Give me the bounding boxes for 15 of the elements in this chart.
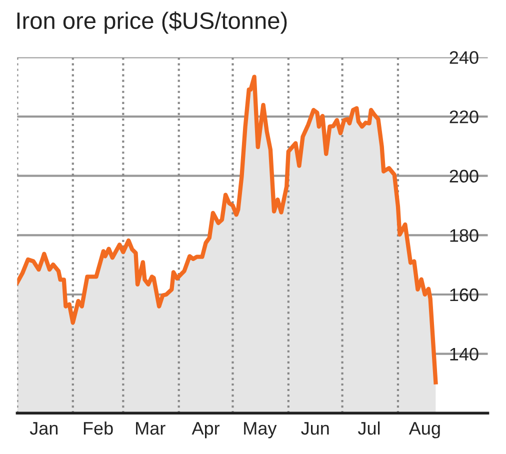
y-tick-label: 200 <box>450 170 478 183</box>
y-tick-label: 180 <box>450 229 478 242</box>
x-tick-label: Apr <box>192 422 220 438</box>
y-tick-label: 140 <box>450 348 478 361</box>
x-tick-label: Mar <box>136 422 166 435</box>
x-tick-label: May <box>244 422 277 438</box>
y-tick-label: 220 <box>450 110 478 124</box>
x-tick-label: Feb <box>84 421 113 435</box>
y-tick-label: 160 <box>450 288 478 302</box>
x-tick-label: Jun <box>301 422 329 435</box>
y-tick-label: 240 <box>450 51 478 64</box>
x-tick-label: Jan <box>30 422 58 435</box>
x-tick-label: Aug <box>408 422 440 438</box>
x-tick-label: Jul <box>358 421 380 435</box>
chart-title: Iron ore price ($US/tonne) <box>17 11 287 34</box>
